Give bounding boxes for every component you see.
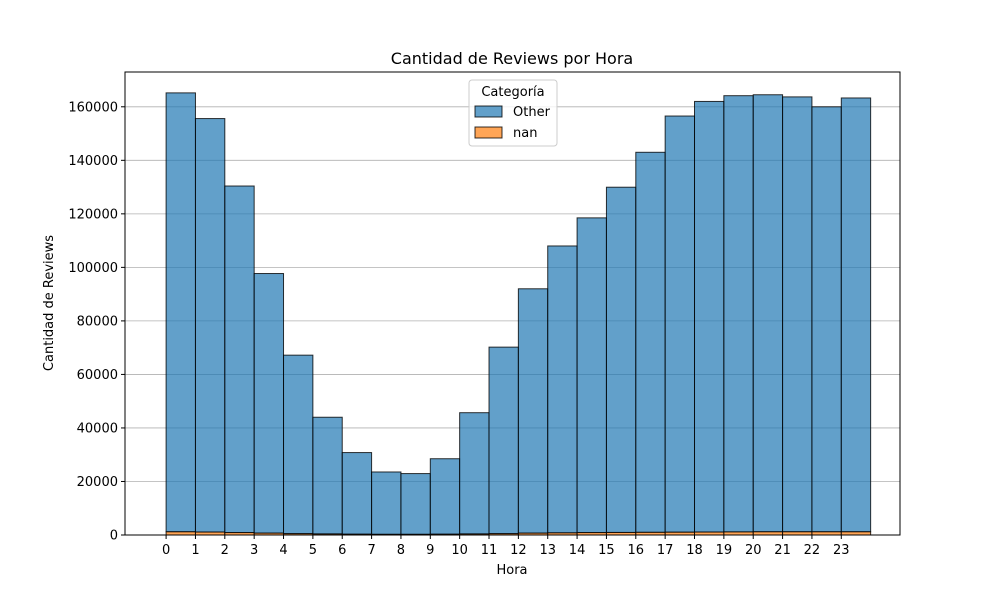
bar-other bbox=[694, 100, 725, 533]
x-tick-label: 17 bbox=[657, 543, 674, 558]
x-tick-label: 18 bbox=[686, 543, 703, 558]
x-tick-label: 14 bbox=[569, 543, 586, 558]
bar-other bbox=[605, 186, 637, 533]
bar-other bbox=[341, 452, 373, 535]
x-tick-label: 9 bbox=[426, 543, 434, 558]
plot-frame bbox=[124, 71, 901, 536]
x-tick-label: 0 bbox=[162, 543, 170, 558]
bar-other bbox=[547, 245, 578, 534]
x-tick-label: 19 bbox=[716, 543, 733, 558]
bar-other bbox=[224, 185, 255, 534]
bar-other bbox=[312, 416, 343, 535]
legend-title: Categoría bbox=[481, 85, 544, 100]
bar-other bbox=[840, 97, 872, 533]
bar-other bbox=[194, 118, 226, 533]
x-tick-label: 4 bbox=[279, 543, 287, 558]
bar-other bbox=[459, 412, 490, 535]
legend-label-nan: nan bbox=[513, 126, 537, 141]
y-axis-ticks: 0 20000 40000 60000 80000 100000 120000 140000 1… bbox=[68, 100, 125, 544]
x-tick-label: 15 bbox=[598, 543, 615, 558]
x-tick-label: 8 bbox=[397, 543, 405, 558]
x-tick-label: 22 bbox=[804, 543, 821, 558]
y-tick-label: 120000 bbox=[68, 207, 118, 222]
legend: Categoría Other nan bbox=[468, 79, 558, 147]
x-tick-label: 3 bbox=[250, 543, 258, 558]
y-tick-label: 60000 bbox=[77, 368, 118, 383]
x-tick-label: 12 bbox=[510, 543, 527, 558]
y-tick-label: 140000 bbox=[68, 154, 118, 169]
x-tick-label: 10 bbox=[451, 543, 468, 558]
x-tick-label: 2 bbox=[221, 543, 229, 558]
x-tick-label: 21 bbox=[774, 543, 791, 558]
y-tick-label: 160000 bbox=[68, 100, 118, 115]
x-axis-label: Hora bbox=[496, 563, 527, 578]
x-axis-ticks: 0 1 2 3 4 5 6 7 8 9 10 11 12 13 14 15 16 17 18 19 20 21 22 23 bbox=[162, 535, 850, 558]
x-tick-label: 16 bbox=[628, 543, 645, 558]
x-tick-label: 20 bbox=[745, 543, 762, 558]
bar-other bbox=[165, 92, 196, 533]
bar-other bbox=[782, 96, 813, 533]
x-tick-label: 23 bbox=[833, 543, 850, 558]
legend-swatch-nan bbox=[474, 126, 503, 139]
x-tick-label: 7 bbox=[367, 543, 375, 558]
x-tick-label: 5 bbox=[309, 543, 317, 558]
y-tick-label: 40000 bbox=[77, 421, 118, 436]
y-tick-label: 0 bbox=[110, 529, 118, 544]
bar-other bbox=[253, 273, 285, 534]
y-tick-label: 20000 bbox=[77, 475, 118, 490]
x-tick-label: 1 bbox=[191, 543, 199, 558]
bar-other bbox=[283, 354, 314, 535]
bars bbox=[165, 92, 872, 536]
y-axis-label: Cantidad de Reviews bbox=[42, 235, 57, 371]
bar-other bbox=[664, 115, 696, 533]
bar-other bbox=[723, 95, 754, 533]
legend-swatch-Other bbox=[474, 105, 503, 118]
bar-other bbox=[371, 471, 402, 535]
y-tick-label: 100000 bbox=[68, 261, 118, 276]
legend-label-Other: Other bbox=[513, 105, 551, 120]
bar-other bbox=[576, 217, 607, 534]
x-tick-label: 11 bbox=[481, 543, 498, 558]
y-tick-label: 80000 bbox=[77, 314, 118, 329]
bar-other bbox=[488, 346, 519, 535]
bar-other bbox=[400, 473, 431, 535]
bar-other bbox=[429, 458, 461, 535]
x-tick-label: 13 bbox=[539, 543, 556, 558]
bar-other bbox=[811, 106, 842, 533]
bar-other bbox=[752, 94, 784, 533]
chart-title: Cantidad de Reviews por Hora bbox=[391, 49, 633, 68]
x-tick-label: 6 bbox=[338, 543, 346, 558]
bar-other bbox=[635, 151, 666, 533]
bar-other bbox=[517, 288, 549, 534]
